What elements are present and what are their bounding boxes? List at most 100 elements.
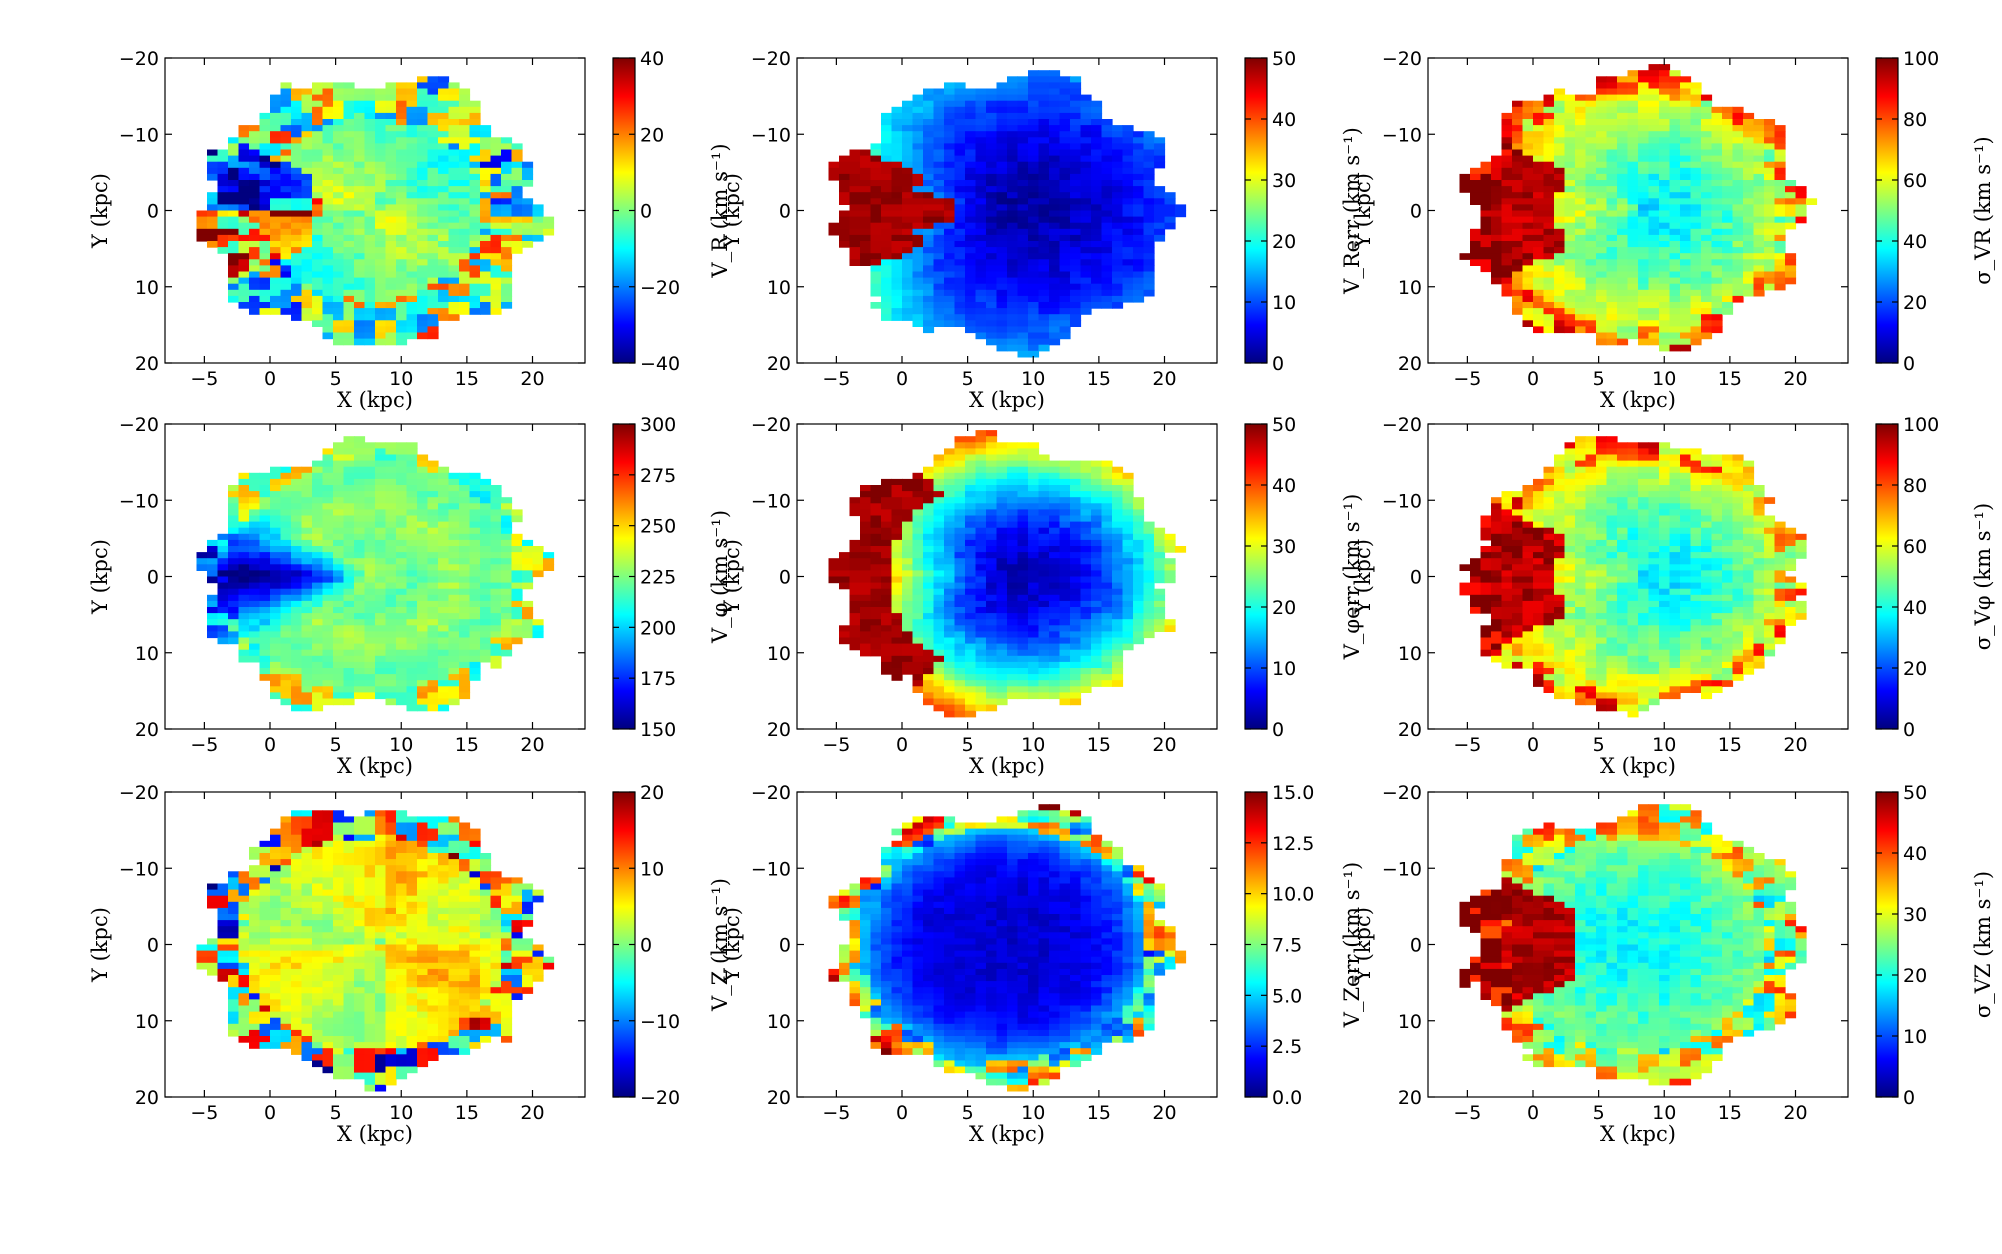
heatmap-cell: [1480, 247, 1492, 254]
heatmap-cell: [1080, 161, 1092, 169]
heatmap-cell: [291, 527, 303, 535]
heatmap-cell: [322, 308, 334, 315]
heatmap-cell: [469, 485, 481, 492]
heatmap-cell: [438, 155, 450, 163]
heatmap-cell: [1732, 295, 1744, 303]
heatmap-cell: [270, 661, 282, 669]
heatmap-cell: [375, 643, 387, 651]
heatmap-cell: [1133, 222, 1145, 230]
heatmap-cell: [280, 137, 292, 144]
heatmap-cell: [249, 155, 261, 163]
heatmap-cell: [1564, 228, 1576, 236]
heatmap-cell: [1732, 283, 1744, 291]
heatmap-cell: [354, 552, 366, 559]
heatmap-cell: [438, 552, 450, 559]
heatmap-cell: [1501, 149, 1513, 157]
heatmap-cell: [870, 192, 882, 199]
heatmap-cell: [1007, 106, 1019, 114]
heatmap-cell: [912, 649, 924, 657]
heatmap-cell: [1690, 295, 1702, 303]
heatmap-cell: [459, 643, 471, 651]
heatmap-cell: [238, 594, 250, 602]
heatmap-cell: [228, 289, 240, 297]
heatmap-cell: [923, 88, 935, 96]
heatmap-cell: [860, 558, 872, 565]
heatmap-cell: [249, 204, 261, 212]
heatmap-cell: [259, 222, 271, 230]
heatmap-cell: [501, 253, 513, 260]
heatmap-cell: [354, 509, 366, 517]
heatmap-cell: [1722, 222, 1734, 230]
colorbar-frame: [1875, 57, 1899, 364]
heatmap-cell: [1690, 82, 1702, 90]
heatmap-cell: [333, 686, 345, 693]
heatmap-cell: [1028, 173, 1040, 181]
heatmap-cell: [986, 186, 998, 193]
heatmap-cell: [480, 570, 492, 578]
heatmap-cell: [322, 668, 334, 675]
heatmap-cell: [459, 88, 471, 96]
heatmap-cell: [490, 222, 502, 230]
heatmap-cell: [1028, 82, 1040, 90]
heatmap-cell: [1785, 216, 1797, 224]
heatmap-cell: [280, 222, 292, 230]
heatmap-cell: [270, 180, 282, 187]
heatmap-cell: [881, 503, 893, 510]
heatmap-cell: [1659, 283, 1671, 291]
heatmap-cell: [1627, 302, 1639, 309]
heatmap-cell: [1059, 241, 1071, 248]
heatmap-cell: [1596, 167, 1608, 175]
heatmap-cell: [1122, 155, 1134, 163]
heatmap-cell: [902, 302, 914, 309]
heatmap-cell: [459, 186, 471, 193]
heatmap-cell: [1638, 210, 1650, 218]
heatmap-cell: [312, 259, 324, 266]
heatmap-cell: [406, 143, 418, 151]
heatmap-cell: [291, 668, 303, 675]
heatmap-cell: [1701, 247, 1713, 254]
heatmap-cell: [354, 131, 366, 138]
heatmap-cell: [1049, 326, 1061, 334]
heatmap-cell: [1480, 192, 1492, 199]
heatmap-cell: [343, 503, 355, 510]
heatmap-cell: [1627, 88, 1639, 96]
heatmap-cell: [881, 234, 893, 242]
heatmap-cell: [1522, 112, 1534, 120]
heatmap-cell: [354, 661, 366, 669]
heatmap-cell: [1575, 302, 1587, 309]
heatmap-cell: [448, 106, 460, 114]
heatmap-cell: [343, 161, 355, 169]
heatmap-cell: [396, 332, 408, 340]
heatmap-cell: [1606, 155, 1618, 163]
heatmap-cell: [860, 210, 872, 218]
heatmap-cell: [249, 643, 261, 651]
heatmap-vphi: [196, 436, 555, 712]
heatmap-cell: [912, 173, 924, 181]
heatmap-cell: [1175, 204, 1187, 212]
heatmap-cell: [417, 106, 429, 114]
heatmap-cell: [1701, 283, 1713, 291]
heatmap-cell: [396, 454, 408, 462]
heatmap-cell: [291, 295, 303, 303]
heatmap-cell: [354, 106, 366, 114]
heatmap-cell: [343, 448, 355, 456]
heatmap-cell: [249, 509, 261, 517]
heatmap-cell: [427, 527, 439, 535]
heatmap-cell: [354, 558, 366, 565]
heatmap-cell: [923, 326, 935, 334]
heatmap-cell: [1774, 180, 1786, 187]
heatmap-cell: [1522, 222, 1534, 230]
heatmap-cell: [448, 204, 460, 212]
y-tick-label: 20: [135, 353, 159, 375]
heatmap-cell: [322, 485, 334, 492]
heatmap-cell: [996, 241, 1008, 248]
heatmap-cell: [912, 314, 924, 321]
heatmap-cell: [881, 509, 893, 517]
heatmap-cell: [933, 491, 945, 498]
heatmap-cell: [1501, 143, 1513, 151]
heatmap-cell: [469, 631, 481, 639]
heatmap-cell: [480, 546, 492, 553]
heatmap-cell: [912, 539, 924, 547]
heatmap-cell: [944, 668, 956, 675]
heatmap-cell: [1627, 149, 1639, 157]
